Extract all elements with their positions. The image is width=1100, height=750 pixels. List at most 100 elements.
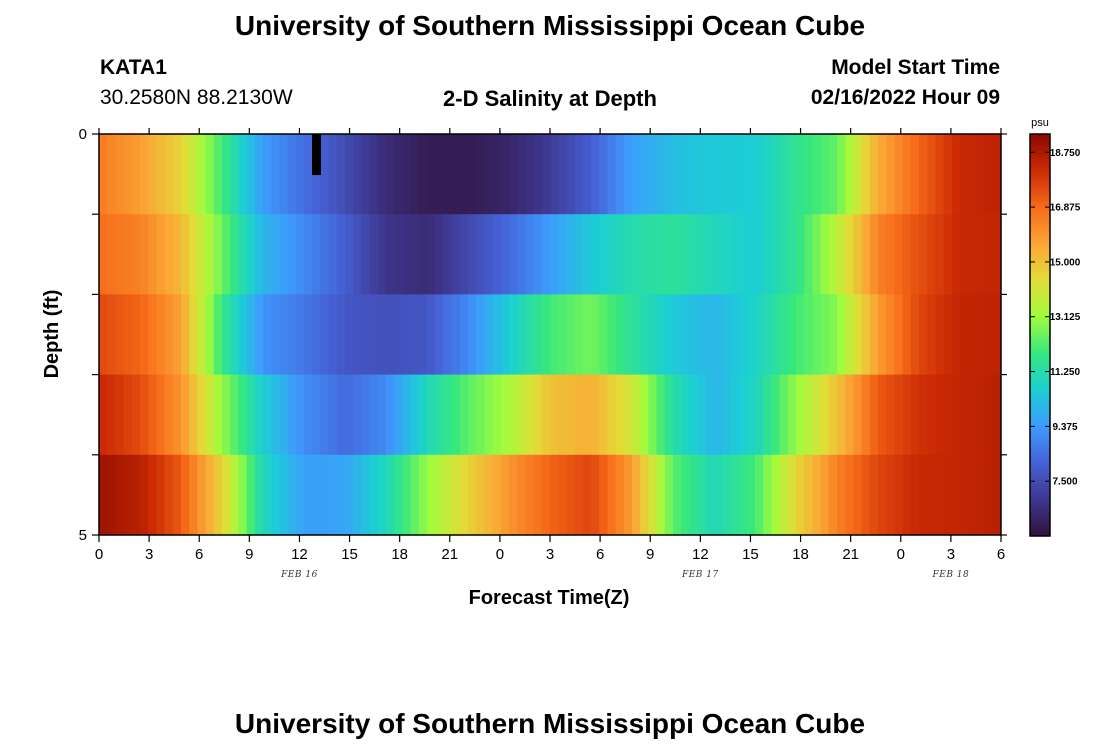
heatmap-cell bbox=[541, 374, 551, 456]
heatmap-cell bbox=[673, 374, 682, 456]
heatmap-cell bbox=[607, 374, 617, 456]
heatmap-cell bbox=[566, 134, 576, 215]
heatmap-cell bbox=[189, 134, 198, 215]
heatmap-cell bbox=[451, 454, 461, 535]
heatmap-cell bbox=[312, 214, 321, 295]
heatmap-cell bbox=[656, 134, 666, 215]
heatmap-cell bbox=[812, 294, 822, 376]
heatmap-cell bbox=[361, 454, 371, 535]
heatmap-cell bbox=[664, 134, 674, 215]
heatmap-cell bbox=[976, 294, 986, 376]
x-tick-label: 15 bbox=[742, 546, 759, 563]
heatmap-cell bbox=[968, 454, 977, 535]
heatmap-cell bbox=[107, 454, 116, 535]
heatmap-cell bbox=[386, 134, 395, 215]
heatmap-cell bbox=[222, 134, 231, 215]
heatmap-cell bbox=[213, 214, 223, 295]
heatmap-cell bbox=[582, 374, 592, 456]
heatmap-cell bbox=[320, 294, 330, 376]
heatmap-cell bbox=[648, 214, 658, 295]
heatmap-cell bbox=[935, 374, 945, 456]
heatmap-cell bbox=[386, 374, 395, 456]
heatmap-cell bbox=[640, 134, 649, 215]
heatmap-cell bbox=[607, 294, 617, 376]
heatmap-cell bbox=[476, 294, 485, 376]
heatmap-cell bbox=[697, 134, 707, 215]
heatmap-cell bbox=[640, 294, 649, 376]
heatmap-cell bbox=[369, 134, 379, 215]
heatmap-cell bbox=[304, 294, 313, 376]
heatmap-cell bbox=[984, 374, 994, 456]
heatmap-cell bbox=[886, 374, 895, 456]
heatmap-cell bbox=[287, 294, 297, 376]
heatmap-cell bbox=[976, 134, 986, 215]
heatmap-cell bbox=[869, 294, 879, 376]
heatmap-cell bbox=[902, 294, 912, 376]
heatmap-cell bbox=[574, 134, 584, 215]
heatmap-cell bbox=[976, 374, 986, 456]
heatmap-cell bbox=[738, 214, 748, 295]
heatmap-cell bbox=[345, 134, 354, 215]
chart-title: 2-D Salinity at Depth bbox=[443, 86, 657, 111]
heatmap-cell bbox=[746, 294, 756, 376]
heatmap-cell bbox=[755, 134, 764, 215]
heatmap-cell bbox=[345, 454, 354, 535]
heatmap-cell bbox=[632, 214, 641, 295]
heatmap-cell bbox=[599, 294, 608, 376]
heatmap-cell bbox=[246, 134, 256, 215]
heatmap-cell bbox=[746, 454, 756, 535]
heatmap-cell bbox=[812, 454, 822, 535]
heatmap-cell bbox=[451, 374, 461, 456]
heatmap-cell bbox=[943, 214, 953, 295]
heatmap-cell bbox=[861, 374, 871, 456]
heatmap-cell bbox=[927, 374, 936, 456]
heatmap-cell bbox=[533, 134, 543, 215]
heatmap-cell bbox=[427, 294, 436, 376]
heatmap-cell bbox=[279, 454, 289, 535]
heatmap-cell bbox=[509, 214, 518, 295]
heatmap-cell bbox=[164, 374, 174, 456]
heatmap-cell bbox=[418, 454, 428, 535]
heatmap-cell bbox=[492, 454, 502, 535]
heatmap-cell bbox=[353, 374, 362, 456]
heatmap-cell bbox=[295, 214, 305, 295]
heatmap-cell bbox=[304, 454, 313, 535]
heatmap-cell bbox=[861, 454, 871, 535]
heatmap-cell bbox=[525, 374, 535, 456]
heatmap-cell bbox=[336, 294, 346, 376]
heatmap-cell bbox=[115, 134, 125, 215]
heatmap-cell bbox=[558, 294, 567, 376]
heatmap-cell bbox=[763, 134, 772, 215]
heatmap-cell bbox=[517, 214, 526, 295]
heatmap-cell bbox=[591, 294, 600, 376]
heatmap-cell bbox=[492, 294, 502, 376]
colorbar-tick-label: 7.500 bbox=[1052, 477, 1077, 488]
heatmap-cell bbox=[951, 454, 961, 535]
heatmap-cell bbox=[681, 294, 690, 376]
heatmap-cell bbox=[623, 454, 633, 535]
heatmap-cell bbox=[804, 214, 813, 295]
heatmap-cell bbox=[468, 134, 477, 215]
heatmap-cell bbox=[664, 454, 674, 535]
heatmap-cell bbox=[976, 214, 986, 295]
heatmap-cell bbox=[746, 214, 756, 295]
heatmap-cell bbox=[787, 454, 797, 535]
heatmap-cell bbox=[500, 374, 510, 456]
heatmap-cell bbox=[730, 214, 740, 295]
heatmap-cell bbox=[869, 214, 879, 295]
heatmap-cell bbox=[189, 374, 198, 456]
heatmap-cell bbox=[697, 374, 707, 456]
heatmap-cell bbox=[853, 134, 863, 215]
heatmap-cell bbox=[689, 294, 699, 376]
heatmap-cell bbox=[361, 294, 371, 376]
heatmap-cell bbox=[615, 454, 625, 535]
heatmap-cell bbox=[828, 214, 838, 295]
station-id: KATA1 bbox=[100, 56, 167, 79]
heatmap-cell bbox=[582, 214, 592, 295]
heatmap-cell bbox=[738, 454, 748, 535]
heatmap-cell bbox=[459, 134, 469, 215]
heatmap-cell bbox=[935, 294, 945, 376]
heatmap-cell bbox=[115, 214, 125, 295]
heatmap-cell bbox=[681, 214, 690, 295]
heatmap-cell bbox=[509, 134, 518, 215]
